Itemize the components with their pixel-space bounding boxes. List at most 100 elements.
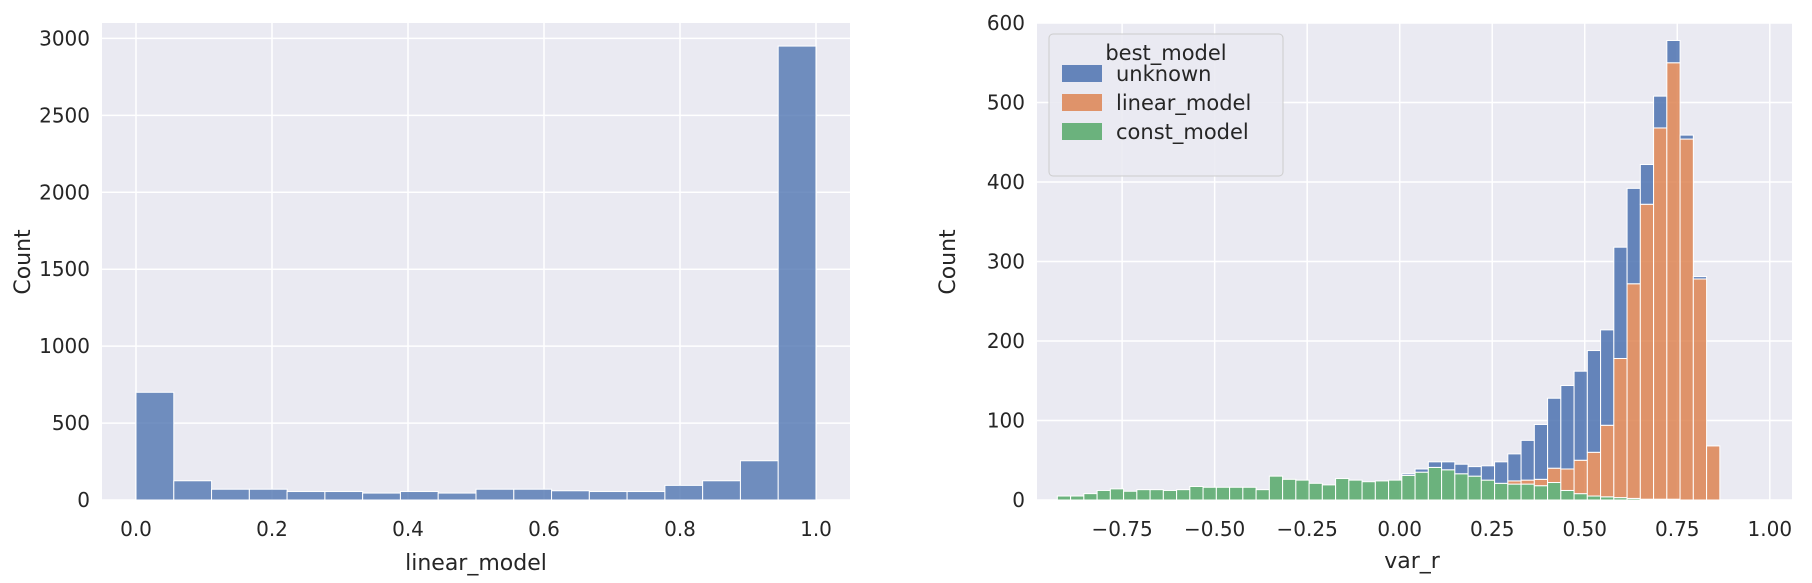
histogram-bar — [248, 488, 288, 501]
histogram-bar — [362, 492, 401, 501]
stacked-bar-const-model — [1136, 489, 1151, 501]
stacked-bar-const-model — [1401, 474, 1416, 501]
stacked-bar-const-model — [1109, 488, 1125, 501]
y-tick-label: 400 — [987, 170, 1025, 194]
y-tick-labels: 0 500 1000 1500 2000 2500 3000 — [39, 26, 90, 512]
histogram-bar — [286, 491, 326, 501]
stacked-bar-unknown — [1679, 134, 1694, 140]
histogram-bar — [551, 490, 590, 501]
x-tick-label: 1.0 — [800, 517, 832, 541]
histogram-panel-linear-model: 0.0 0.2 0.4 0.6 0.8 1.0 0 500 1000 1500 2000 2500 3… — [11, 23, 850, 576]
legend-label: unknown — [1116, 62, 1211, 86]
y-tick-label: 2000 — [39, 180, 90, 204]
stacked-bar-unknown — [1480, 465, 1496, 481]
stacked-bar-unknown — [1639, 164, 1655, 205]
legend-box — [1048, 33, 1284, 177]
stacked-bar-unknown — [1653, 95, 1668, 129]
plot-area — [102, 23, 850, 500]
histogram-bar — [399, 491, 439, 501]
stacked-bar-linear-model — [1520, 479, 1535, 485]
y-tick-label: 1000 — [39, 334, 90, 358]
x-tick-labels: 0.0 0.2 0.4 0.6 0.8 1.0 — [120, 517, 832, 541]
stacked-bar-unknown — [1560, 385, 1575, 470]
stacked-bar-unknown — [1600, 329, 1615, 426]
stacked-bar-const-model — [1282, 478, 1297, 501]
stacked-bar-const-model — [1070, 495, 1085, 501]
y-tick-label: 2500 — [39, 103, 90, 127]
legend-items: unknown linear_model const_model — [1062, 62, 1251, 145]
y-tick-label: 3000 — [39, 26, 90, 50]
stacked-bar-unknown — [1533, 423, 1549, 480]
stacked-bar-const-model — [1149, 489, 1164, 501]
stacked-bar-linear-model — [1586, 451, 1602, 497]
histogram-bar — [475, 488, 515, 501]
x-tick-label: 0.75 — [1655, 517, 1700, 541]
stacked-bar-const-model — [1189, 485, 1204, 501]
stacked-bar-linear-model — [1600, 424, 1615, 498]
stacked-bar-linear-model — [1613, 357, 1628, 499]
stacked-bar-linear-model — [1666, 62, 1681, 500]
stacked-bar-unknown — [1666, 39, 1681, 64]
stacked-bar-const-model — [1454, 473, 1469, 501]
y-tick-label: 600 — [987, 11, 1025, 35]
stacked-bar-linear-model — [1653, 127, 1668, 500]
stacked-bar-unknown — [1507, 453, 1522, 482]
histogram-bar — [135, 391, 175, 501]
stacked-histogram-panel-var-r: −0.75 −0.50 −0.25 0.00 0.25 0.50 0.75 1.00 0 100… — [936, 11, 1792, 574]
stacked-bar-const-model — [1520, 483, 1535, 501]
stacked-bar-linear-model — [1533, 478, 1549, 487]
legend-swatch — [1062, 94, 1102, 111]
stacked-bar-const-model — [1096, 489, 1111, 501]
y-tick-label: 500 — [52, 411, 90, 435]
stacked-bar-const-model — [1268, 475, 1284, 501]
stacked-bar-const-model — [1202, 486, 1217, 501]
stacked-bar-linear-model — [1706, 445, 1721, 501]
legend-label: const_model — [1116, 120, 1249, 145]
stacked-bar-const-model — [1348, 479, 1363, 501]
x-tick-labels: −0.75 −0.50 −0.25 0.00 0.25 0.50 0.75 1.00 — [1091, 517, 1792, 541]
stacked-bar-unknown — [1441, 461, 1456, 471]
stacked-bar-linear-model — [1639, 203, 1655, 500]
stacked-bar-const-model — [1533, 485, 1549, 501]
legend-label: linear_model — [1116, 91, 1251, 116]
y-axis-label: Count — [11, 229, 36, 295]
y-tick-label: 100 — [987, 409, 1025, 433]
stacked-bar-linear-model — [1692, 278, 1708, 501]
y-tick-label: 200 — [987, 329, 1025, 353]
y-tick-label: 500 — [987, 91, 1025, 115]
stacked-bar-const-model — [1083, 493, 1098, 501]
x-tick-label: 0.0 — [120, 517, 152, 541]
legend: best_model unknown linear_model const_mode… — [1048, 33, 1284, 177]
stacked-bar-const-model — [1547, 482, 1562, 501]
stacked-bar-unknown — [1520, 439, 1535, 481]
stacked-bar-unknown — [1547, 397, 1562, 469]
stacked-bar-const-model — [1255, 489, 1270, 501]
stacked-bar-const-model — [1123, 490, 1138, 501]
x-tick-label: −0.75 — [1091, 517, 1152, 541]
legend-swatch — [1062, 65, 1102, 82]
stacked-bar-const-model — [1229, 486, 1244, 501]
stacked-bar-unknown — [1613, 246, 1628, 359]
stacked-bar-const-model — [1414, 471, 1429, 501]
y-tick-label: 0 — [1012, 488, 1025, 512]
legend-title: best_model — [1105, 41, 1226, 66]
stacked-bar-const-model — [1295, 479, 1310, 501]
x-tick-label: 0.00 — [1377, 517, 1422, 541]
stacked-bar-const-model — [1441, 469, 1456, 501]
histogram-bar — [324, 491, 364, 501]
bars — [135, 45, 817, 501]
x-tick-label: 0.50 — [1562, 517, 1607, 541]
histogram-bar — [211, 488, 250, 501]
stacked-bar-unknown — [1586, 350, 1602, 453]
stacked-bar-const-model — [1335, 478, 1350, 501]
stacked-bar-const-model — [1242, 486, 1257, 501]
x-tick-label: 0.6 — [528, 517, 560, 541]
stacked-bar-const-model — [1494, 482, 1509, 501]
histogram-bar — [702, 480, 741, 501]
x-tick-label: −0.25 — [1277, 517, 1338, 541]
stacked-bar-unknown — [1454, 463, 1469, 475]
y-tick-labels: 0 100 200 300 400 500 600 — [987, 11, 1025, 512]
stacked-bar-const-model — [1176, 489, 1191, 501]
bars — [1056, 39, 1721, 501]
y-tick-label: 1500 — [39, 257, 90, 281]
